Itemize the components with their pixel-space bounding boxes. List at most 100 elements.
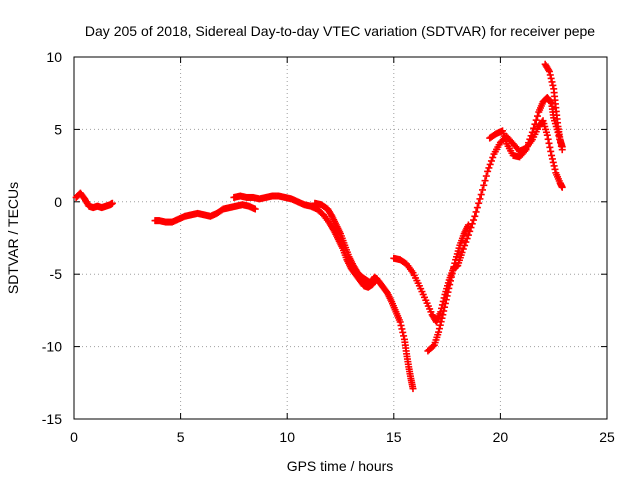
data-point	[545, 139, 553, 147]
data-point	[521, 147, 529, 155]
data-point	[486, 160, 494, 168]
x-tick-label: 25	[599, 429, 615, 445]
data-point	[489, 153, 497, 161]
data-series	[72, 189, 116, 212]
data-point	[547, 74, 555, 82]
data-point	[447, 277, 455, 285]
data-point	[451, 259, 459, 267]
chart-title: Day 205 of 2018, Sidereal Day-to-day VTE…	[85, 23, 595, 39]
data-point	[558, 183, 566, 191]
data-point	[546, 71, 554, 79]
data-series	[151, 201, 259, 226]
data-point	[548, 78, 556, 86]
data-point	[442, 296, 450, 304]
data-point	[440, 307, 448, 315]
axis-ticks	[73, 56, 608, 420]
data-point	[435, 328, 443, 336]
data-point	[450, 263, 458, 271]
data-point	[532, 116, 540, 124]
data-series	[424, 221, 472, 355]
data-point	[522, 146, 530, 154]
grid-lines	[74, 57, 607, 419]
data-point	[447, 273, 455, 281]
data-point	[448, 270, 456, 278]
data-series	[541, 60, 566, 151]
data-point	[523, 142, 531, 150]
data-point	[468, 220, 476, 228]
x-tick-label: 20	[493, 429, 509, 445]
data-point	[547, 98, 555, 106]
data-point	[549, 81, 557, 89]
data-point	[547, 147, 555, 155]
y-tick-label: -10	[42, 339, 62, 355]
data-point	[478, 186, 486, 194]
data-point	[551, 165, 559, 173]
y-tick-label: 0	[54, 194, 62, 210]
data-point	[475, 199, 483, 207]
data-point	[480, 181, 488, 189]
data-series	[390, 117, 566, 326]
data-point	[481, 177, 489, 185]
y-tick-labels: -15 -10 -5 0 5 10	[42, 49, 62, 427]
data-point	[549, 158, 557, 166]
data-point	[548, 155, 556, 163]
data-point	[444, 288, 452, 296]
data-point	[544, 135, 552, 143]
x-tick-label: 10	[279, 429, 295, 445]
data-point	[550, 162, 558, 170]
data-point	[484, 167, 492, 175]
y-tick-label: -5	[50, 266, 63, 282]
x-tick-labels: 0 5 10 15 20 25	[70, 429, 615, 445]
x-axis-label: GPS time / hours	[287, 458, 394, 474]
data-point	[429, 342, 437, 350]
plot-frame	[73, 56, 608, 420]
data-point	[445, 284, 453, 292]
data-point	[409, 385, 417, 393]
data-point	[441, 299, 449, 307]
data-point	[108, 199, 116, 207]
data-point	[435, 325, 443, 333]
data-point	[530, 124, 538, 132]
data-point	[441, 303, 449, 311]
data-point	[476, 195, 484, 203]
data-point	[462, 238, 470, 246]
data-point	[458, 248, 466, 256]
x-tick-label: 0	[70, 429, 78, 445]
data-point	[485, 164, 493, 172]
data-point	[396, 318, 404, 326]
y-axis-label: SDTVAR / TECUs	[5, 182, 21, 294]
x-tick-label: 15	[386, 429, 402, 445]
data-point	[482, 172, 490, 180]
x-tick-label: 5	[177, 429, 185, 445]
y-tick-label: 10	[46, 49, 62, 65]
data-point	[439, 311, 447, 319]
data-point	[477, 191, 485, 199]
data-point	[251, 205, 259, 213]
data-point	[464, 221, 472, 229]
data-point	[397, 321, 405, 329]
data-point	[446, 281, 454, 289]
data-point	[398, 325, 406, 333]
y-tick-label: -15	[42, 411, 62, 427]
data-series	[311, 199, 417, 393]
data-point	[533, 112, 541, 120]
data-point	[548, 151, 556, 159]
data-point	[545, 67, 553, 75]
data-point	[470, 216, 478, 224]
data-point	[471, 212, 479, 220]
data-point	[531, 120, 539, 128]
y-tick-label: 5	[54, 121, 62, 137]
data-point	[487, 157, 495, 165]
data-point	[546, 143, 554, 151]
data-point	[525, 139, 533, 147]
data-point	[545, 66, 553, 74]
data-point	[399, 328, 407, 336]
data-point	[528, 128, 536, 136]
data-point	[527, 132, 535, 140]
data-point	[443, 292, 451, 300]
data-series	[486, 94, 566, 161]
data-point	[438, 314, 446, 322]
data-point	[459, 245, 467, 253]
data-point	[558, 143, 566, 151]
